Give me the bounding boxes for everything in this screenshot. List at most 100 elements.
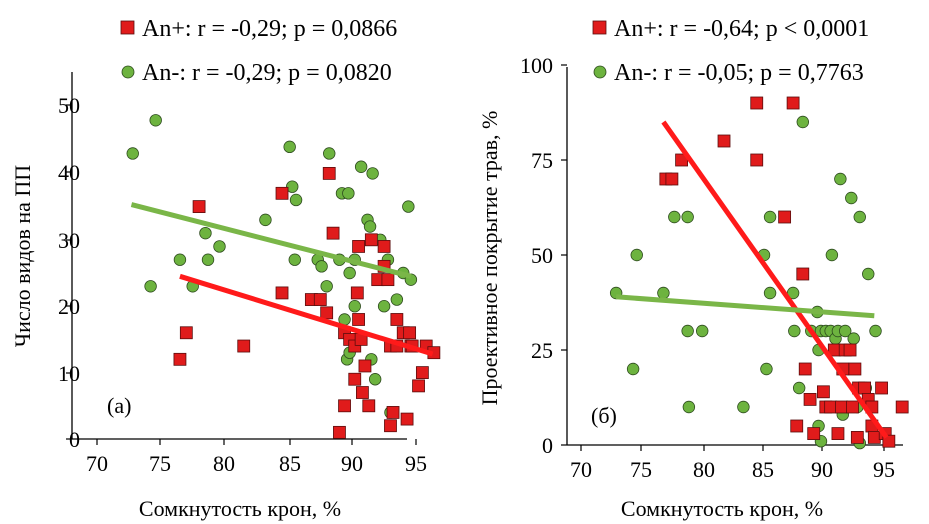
panel-a-point-an-minus xyxy=(363,220,377,233)
panel-b-point-an-plus xyxy=(750,153,764,167)
panel-a-x-tick-label: 85 xyxy=(279,451,301,476)
panel-b-x-tick-label: 90 xyxy=(811,457,833,482)
panel-a-point-an-minus xyxy=(320,280,333,293)
panel-a-point-an-minus xyxy=(283,140,296,154)
panel-b-point-an-plus xyxy=(803,392,817,406)
panel-a-point-an-plus xyxy=(352,313,365,326)
panel-b-y-tick-label: 75 xyxy=(531,148,553,173)
panel-a-point-an-minus xyxy=(343,266,356,280)
panel-a-point-an-minus xyxy=(126,147,139,160)
panel-a-point-an-plus xyxy=(338,399,351,413)
panel-a-point-an-plus xyxy=(348,372,362,386)
panel-b-y-axis-title: Проективное покрытие трав, % xyxy=(477,111,502,406)
panel-b-point-an-plus xyxy=(790,419,804,433)
panel-a-point-an-minus xyxy=(354,160,368,173)
panel-b-point-an-minus xyxy=(839,324,852,338)
panel-b-point-an-plus xyxy=(665,172,679,186)
panel-b-point-an-plus xyxy=(817,385,830,399)
panel-a-x-tick-label: 80 xyxy=(213,451,235,476)
panel-a-point-an-plus xyxy=(358,359,372,373)
panel-b-x-tick-label: 70 xyxy=(570,457,592,482)
panel-a-point-an-minus xyxy=(368,373,382,386)
panel-a-y-tick-label: 20 xyxy=(58,294,80,319)
panel-b-point-an-minus xyxy=(788,324,801,338)
panel-a-trend-line-an-plus xyxy=(179,273,434,357)
panel-b-point-an-plus xyxy=(807,427,821,441)
panel-b-point-an-minus xyxy=(869,324,882,338)
panel-b-point-an-plus xyxy=(846,400,859,414)
panel-a-legend-label: An-: r = -0,29; p = 0,0820 xyxy=(142,60,392,86)
panel-b-point-an-plus xyxy=(867,430,881,444)
panel-a-point-an-minus xyxy=(213,240,226,253)
panel-a-point-an-minus xyxy=(402,200,415,213)
panel-a-point-an-minus xyxy=(173,253,187,266)
panel-b-point-an-minus xyxy=(763,210,777,224)
panel-b-legend-label: An+: r = -0,64; p < 0,0001 xyxy=(614,16,869,42)
panel-b-point-an-minus xyxy=(853,210,866,224)
panel-a-point-an-plus xyxy=(326,226,340,240)
panel-a-point-an-plus xyxy=(322,166,336,180)
panel-b-point-an-plus xyxy=(882,434,896,448)
panel-a-point-an-plus xyxy=(237,339,251,353)
panel-a-point-an-plus xyxy=(350,286,364,300)
panel-b-x-tick-label: 75 xyxy=(630,457,652,482)
panel-b-point-an-minus xyxy=(626,362,640,376)
panel-a-point-an-plus xyxy=(275,286,289,300)
panel-b-y-tick-label: 50 xyxy=(531,243,553,268)
panel-a-point-an-minus xyxy=(348,300,361,313)
panel-a-point-an-minus xyxy=(288,253,301,266)
panel-a-point-an-minus xyxy=(366,167,379,180)
panel-b-point-an-plus xyxy=(798,362,812,376)
panel-a-trend-line-an-minus xyxy=(130,202,412,279)
panel-a-point-an-plus xyxy=(313,293,327,306)
panel-a-x-tick-label: 95 xyxy=(405,451,427,476)
panel-b-point-an-plus xyxy=(875,381,888,395)
panel-a-point-an-plus xyxy=(377,240,391,253)
panel-b-point-an-minus xyxy=(630,248,643,262)
panel-a-point-an-minus xyxy=(286,180,299,193)
panel-b-x-tick-label: 80 xyxy=(693,457,715,482)
panel-a-y-tick-label: 0 xyxy=(69,427,80,452)
panel-a-point-an-plus xyxy=(415,366,429,380)
panel-b-point-an-minus xyxy=(825,248,839,262)
panel-a-legend-marker-an-minus xyxy=(121,65,135,79)
panel-b-point-an-minus xyxy=(834,172,847,186)
panel-a-point-an-plus xyxy=(192,200,206,214)
panel-a-point-an-minus xyxy=(315,260,328,273)
panel-b-point-an-plus xyxy=(824,400,838,414)
panel-b-x-tick-label: 95 xyxy=(873,457,895,482)
panel-b-point-an-plus xyxy=(848,362,862,376)
panel-b-point-an-minus xyxy=(792,381,806,395)
panel-a-point-an-plus xyxy=(412,379,425,393)
panel-a-point-an-plus xyxy=(390,313,404,326)
panel-b-point-an-plus xyxy=(717,134,731,148)
panel-b-point-an-minus xyxy=(668,210,681,224)
panel-b-y-tick-label: 100 xyxy=(520,53,553,78)
panel-b-point-an-plus xyxy=(750,96,764,110)
panel-a-y-tick-label: 40 xyxy=(58,160,80,185)
panel-b-point-an-minus xyxy=(696,324,709,338)
panel-b-point-an-plus xyxy=(786,96,800,110)
panel-b-y-tick-label: 0 xyxy=(542,433,553,458)
panel-b-point-an-minus xyxy=(681,324,694,338)
panel-a-point-an-plus xyxy=(352,240,365,253)
panel-a-point-an-minus xyxy=(289,193,303,207)
panel-b-point-an-minus xyxy=(737,400,750,414)
panel-b-point-an-minus xyxy=(763,286,777,300)
panel-a-panel-label: (a) xyxy=(107,393,131,418)
panel-b-point-an-plus xyxy=(858,381,872,395)
panel-a-point-an-plus xyxy=(333,425,346,439)
panel-b-point-an-plus xyxy=(843,343,857,357)
panel-b-point-an-plus xyxy=(778,210,792,224)
panel-b-point-an-minus xyxy=(681,210,694,224)
panel-b-y-tick-label: 25 xyxy=(531,338,553,363)
panel-b-legend-marker-an-plus xyxy=(592,20,607,35)
panel-b-legend-marker-an-minus xyxy=(593,65,607,79)
panel-a-y-tick-label: 10 xyxy=(58,361,80,386)
panel-a-point-an-minus xyxy=(390,293,404,306)
panel-a-y-tick-label: 50 xyxy=(58,93,80,118)
panel-a-x-tick-label: 70 xyxy=(86,451,108,476)
panel-b-point-an-plus xyxy=(835,400,848,414)
panel-a-point-an-plus xyxy=(403,326,417,340)
